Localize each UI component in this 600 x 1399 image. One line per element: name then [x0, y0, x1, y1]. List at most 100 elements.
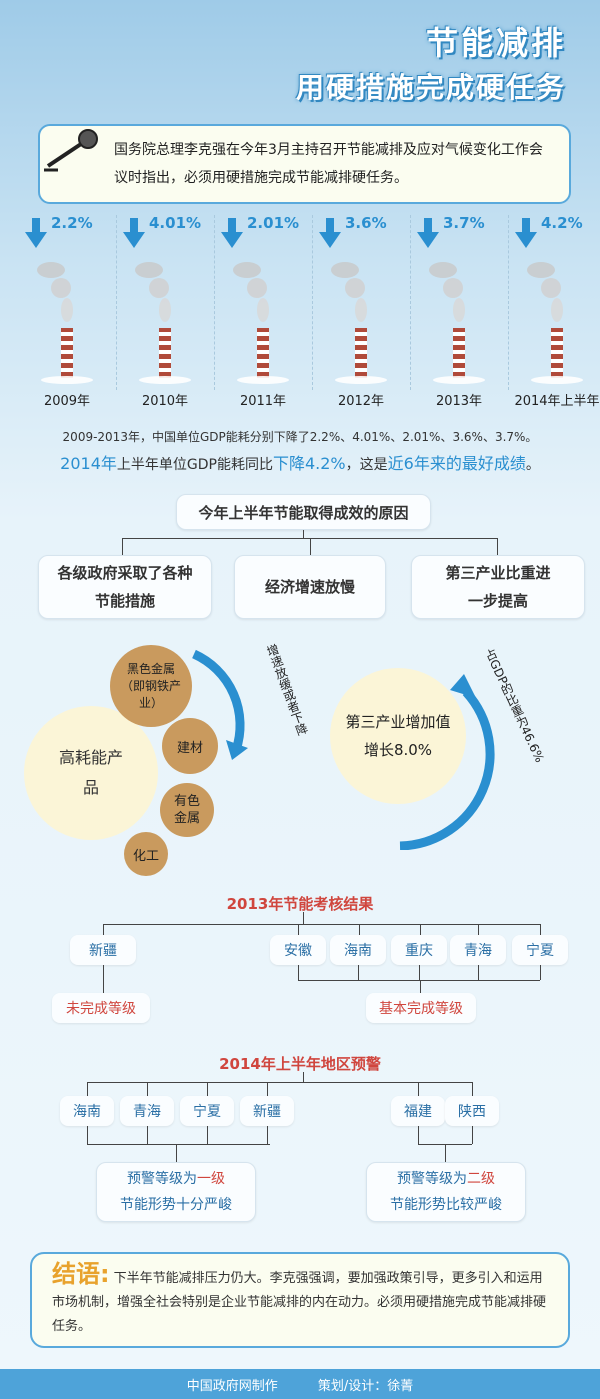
energy-drop-value: 2.2%	[51, 214, 93, 232]
conclusion-text: 下半年节能减排压力仍大。李克强强调，要加强政策引导，更多引入和运用市场机制，增强…	[52, 1271, 547, 1334]
summary-line-2: 2014年上半年单位GDP能耗同比下降4.2%，这是近6年来的最好成绩。	[0, 450, 600, 474]
energy-drop-value: 2.01%	[247, 214, 300, 232]
warn-connector-h	[87, 1082, 472, 1083]
down-arrow-icon	[515, 218, 537, 248]
down-arrow-icon	[417, 218, 439, 248]
conclusion-box: 结语: 下半年节能减排压力仍大。李克强强调，要加强政策引导，更多引入和运用市场机制…	[30, 1252, 570, 1348]
summary-text-b: 上半年单位GDP能耗同比	[116, 457, 273, 473]
down-arrow-icon	[25, 218, 47, 248]
level1-connector	[176, 1144, 177, 1162]
summary-text-f: 。	[525, 457, 540, 473]
warning-level-1-box: 预警等级为一级 节能形势十分严峻	[96, 1162, 256, 1222]
footer-maker: 中国政府网制作	[186, 1378, 278, 1394]
chimney-icon	[527, 262, 583, 384]
region-passed: 海南	[330, 935, 386, 965]
level1-situation: 节能形势十分严峻	[120, 1197, 232, 1213]
page-subtitle: 用硬措施完成硬任务	[295, 71, 566, 104]
energy-arc-arrow	[192, 649, 248, 760]
assess-branch	[359, 924, 360, 935]
assess-branch	[420, 924, 421, 935]
year-label: 2013年	[435, 394, 483, 409]
level2-situation: 节能形势比较严峻	[390, 1197, 502, 1213]
conclusion-tag: 结语:	[52, 1260, 110, 1288]
assess-branch	[103, 924, 104, 935]
chimney-icon	[331, 262, 387, 384]
building-material-bubble: 建材	[162, 718, 218, 774]
region-level-1: 新疆	[240, 1096, 294, 1126]
year-label: 2011年	[239, 394, 287, 409]
warn-branch	[207, 1082, 208, 1096]
warn-branch	[87, 1082, 88, 1096]
footer-designer: 策划/设计：徐菁	[317, 1378, 414, 1394]
passed-connector	[420, 980, 421, 993]
reason-gov-measures: 各级政府采取了各种节能措施	[38, 555, 212, 619]
assess-branch	[478, 924, 479, 935]
warn-branch-down	[418, 1126, 419, 1144]
passed-branch	[478, 965, 479, 980]
warn-branch-down	[87, 1126, 88, 1144]
year-label: 2010年	[141, 394, 189, 409]
warn-connector	[303, 1072, 304, 1082]
chimney-icon	[429, 262, 485, 384]
reasons-title: 今年上半年节能取得成效的原因	[176, 494, 431, 530]
intro-box: 国务院总理李克强在今年3月主持召开节能减排及应对气候变化工作会议时指出，必须用硬…	[38, 124, 571, 204]
assess-2013-title: 2013年节能考核结果	[226, 895, 374, 913]
year-label: 2009年	[43, 394, 91, 409]
down-arrow-icon	[319, 218, 341, 248]
chimney-icon	[135, 262, 191, 384]
warning-level-2-box: 预警等级为二级 节能形势比较严峻	[366, 1162, 526, 1222]
region-level-2: 福建	[391, 1096, 445, 1126]
chemical-bubble: 化工	[124, 832, 168, 876]
summary-best: 近6年来的最好成绩	[387, 454, 526, 473]
passed-branch	[540, 965, 541, 980]
warn-2014-title: 2014年上半年地区预警	[219, 1055, 381, 1073]
high-energy-products-bubble: 高耗能产品	[24, 706, 158, 840]
year-label: 2012年	[337, 394, 385, 409]
region-level-1: 宁夏	[180, 1096, 234, 1126]
reasons-connector-3	[497, 538, 498, 555]
assess-branch	[298, 924, 299, 935]
warn-branch	[472, 1082, 473, 1096]
energy-drop-value: 4.2%	[541, 214, 583, 232]
assess-connector	[303, 912, 304, 924]
level2-connector	[445, 1144, 446, 1162]
failed-level-label: 未完成等级	[52, 993, 150, 1023]
region-passed: 青海	[450, 935, 506, 965]
passed-branch	[358, 965, 359, 980]
region-passed: 宁夏	[512, 935, 568, 965]
region-passed: 重庆	[391, 935, 447, 965]
passed-branch	[298, 965, 299, 980]
assess-connector-h	[103, 924, 540, 925]
column-divider	[312, 215, 313, 390]
ferrous-metal-bubble: 黑色金属（即钢铁产业）	[110, 645, 192, 727]
summary-year: 2014年	[60, 454, 117, 473]
region-level-2: 陕西	[445, 1096, 499, 1126]
nonferrous-metal-bubble: 有色金属	[160, 783, 214, 837]
passed-connector-h	[298, 980, 540, 981]
reasons-connector-2	[310, 538, 311, 555]
failed-connector	[103, 965, 104, 993]
column-divider	[508, 215, 509, 390]
reasons-connector-1	[122, 538, 123, 555]
column-divider	[214, 215, 215, 390]
column-divider	[116, 215, 117, 390]
footer: 中国政府网制作 策划/设计：徐菁	[0, 1369, 600, 1399]
energy-drop-value: 4.01%	[149, 214, 202, 232]
summary-text-d: ，这是	[345, 457, 388, 473]
warn-branch-down	[472, 1126, 473, 1144]
level2-text-a: 预警等级为	[397, 1171, 467, 1187]
level1-grade: 一级	[197, 1171, 225, 1187]
tertiary-arc-arrow	[399, 674, 495, 850]
passed-level-label: 基本完成等级	[366, 993, 476, 1023]
chimney-icon	[233, 262, 289, 384]
region-level-1: 海南	[60, 1096, 114, 1126]
region-passed: 安徽	[270, 935, 326, 965]
energy-drop-value: 3.7%	[443, 214, 485, 232]
warn-branch-down	[267, 1126, 268, 1144]
energy-drop-value: 3.6%	[345, 214, 387, 232]
summary-line-1: 2009-2013年，中国单位GDP能耗分别下降了2.2%、4.01%、2.01…	[62, 430, 538, 444]
intro-text: 国务院总理李克强在今年3月主持召开节能减排及应对气候变化工作会议时指出，必须用硬…	[114, 142, 543, 186]
down-arrow-icon	[123, 218, 145, 248]
level2-grade: 二级	[467, 1171, 495, 1187]
reasons-connector	[303, 530, 304, 538]
